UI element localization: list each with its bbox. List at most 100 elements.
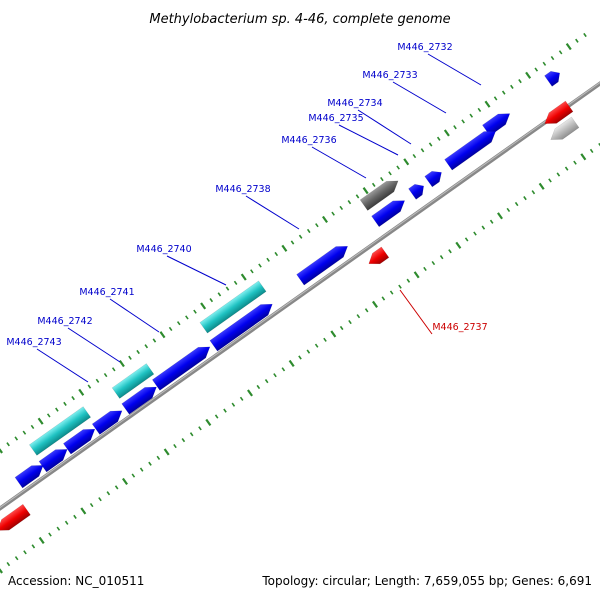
gene-label-m446_2735[interactable]: M446_2735: [308, 113, 363, 124]
kbp-tick: [589, 148, 594, 153]
kbp-tick: [152, 338, 157, 343]
kbp-tick: [423, 266, 427, 272]
gene-leader-line: [392, 81, 447, 114]
kbp-tick: [403, 158, 410, 166]
kbp-tick: [6, 442, 10, 447]
genome-title: Methylobacterium sp. 4-46, complete geno…: [149, 12, 450, 27]
accession-text: Accession: NC_010511: [8, 574, 144, 588]
kbp-tick: [247, 389, 253, 397]
kbp-tick: [347, 200, 352, 205]
kbp-tick: [514, 201, 519, 207]
kbp-tick: [239, 396, 244, 401]
gene-arrow: [91, 410, 123, 435]
kbp-tick: [396, 165, 400, 170]
kbp-tick: [406, 278, 411, 283]
gene-arrow: [296, 245, 349, 286]
gene-arrow: [424, 170, 442, 188]
kbp-tick: [71, 396, 75, 401]
kbp-tick: [23, 550, 27, 555]
kbp-tick: [38, 536, 45, 545]
backbone-line: [0, 81, 600, 511]
kbp-tick: [193, 309, 197, 314]
gene-label-m446_2743[interactable]: M446_2743: [6, 337, 61, 348]
gene-leader-line: [109, 298, 160, 333]
kbp-tick: [531, 190, 536, 195]
kbp-tick: [306, 349, 311, 354]
gene-arrow: [544, 71, 560, 87]
kbp-tick: [497, 212, 503, 220]
gene-label-m446_2734[interactable]: M446_2734: [327, 98, 382, 109]
kbp-tick: [473, 231, 477, 236]
kbp-tick: [371, 182, 376, 187]
kbp-tick: [128, 355, 132, 360]
kbp-tick: [598, 142, 600, 147]
gene-arrow: [444, 130, 497, 171]
kbp-tick: [314, 343, 319, 348]
gene-label-m446_2740[interactable]: M446_2740: [136, 244, 191, 255]
kbp-tick: [322, 215, 328, 224]
kbp-tick: [575, 38, 579, 43]
gene-leader-line: [245, 195, 300, 230]
kbp-tick: [448, 249, 452, 254]
kbp-tick: [103, 372, 108, 378]
kbp-tick: [464, 237, 469, 242]
kbp-tick: [87, 384, 92, 389]
kbp-tick: [95, 378, 100, 383]
kbp-tick: [398, 284, 402, 289]
gene-label-m446_2738[interactable]: M446_2738: [215, 184, 270, 195]
gene-labels: M446_2732 M446_2733 M446_2734 M446_2735 M446…: [6, 42, 487, 348]
gene-label-m446_2741[interactable]: M446_2741: [79, 287, 134, 298]
rna-gene-block: [111, 363, 155, 399]
kbp-tick: [30, 424, 35, 430]
gene-leader-line: [311, 146, 367, 179]
kbp-tick: [420, 148, 425, 153]
kbp-tick: [439, 255, 444, 260]
kbp-tick: [14, 556, 19, 561]
gene-label-m446_2732[interactable]: M446_2732: [397, 42, 452, 53]
gene-label-m446_2736[interactable]: M446_2736: [281, 135, 336, 146]
kbp-tick: [298, 234, 303, 239]
kbp-tick: [181, 438, 186, 443]
gene-features: [0, 71, 580, 531]
kbp-tick: [323, 337, 327, 342]
kbp-tick: [556, 172, 561, 177]
gene-label-m446_2742[interactable]: M446_2742: [37, 316, 92, 327]
genome-summary-text: Topology: circular; Length: 7,659,055 bp…: [261, 574, 592, 588]
gene-label-m446_2733[interactable]: M446_2733: [362, 70, 417, 81]
kbp-tick: [381, 296, 386, 301]
gene-arrow: [371, 200, 406, 228]
kbp-tick: [362, 187, 369, 195]
kbp-tick: [159, 331, 166, 339]
gene-label-m446_2737[interactable]: M446_2737: [432, 322, 487, 333]
reverse-gene-arrow: [544, 100, 574, 124]
gene-leader-line: [427, 53, 482, 86]
kbp-tick: [550, 55, 555, 61]
kbp-tick: [306, 228, 311, 234]
kbp-tick: [185, 315, 189, 320]
kbp-tick: [266, 257, 270, 262]
reverse-gene-arrow: [0, 503, 31, 531]
rna-gene-block: [199, 280, 267, 334]
kbp-tick: [111, 367, 116, 372]
gene-leader-line: [357, 109, 412, 145]
kbp-tick: [31, 544, 36, 549]
gene-arrow: [151, 346, 211, 391]
kbp-tick: [331, 211, 335, 216]
kbp-tick: [173, 443, 177, 449]
kbp-tick: [148, 461, 152, 466]
kbp-tick: [484, 100, 491, 108]
gene-leader-line: [166, 255, 227, 286]
kbp-tick: [413, 271, 420, 279]
kbp-tick: [389, 290, 394, 295]
backbone-highlight: [0, 81, 600, 509]
genome-backbone: [0, 81, 600, 511]
gene-arrow: [63, 428, 96, 455]
kbp-tick: [290, 240, 295, 245]
kbp-tick: [225, 286, 230, 291]
kbp-tick: [525, 71, 532, 79]
kbp-tick: [372, 300, 378, 308]
kbp-tick: [538, 182, 545, 190]
kbp-tick: [176, 321, 181, 326]
kbp-tick: [118, 359, 125, 368]
